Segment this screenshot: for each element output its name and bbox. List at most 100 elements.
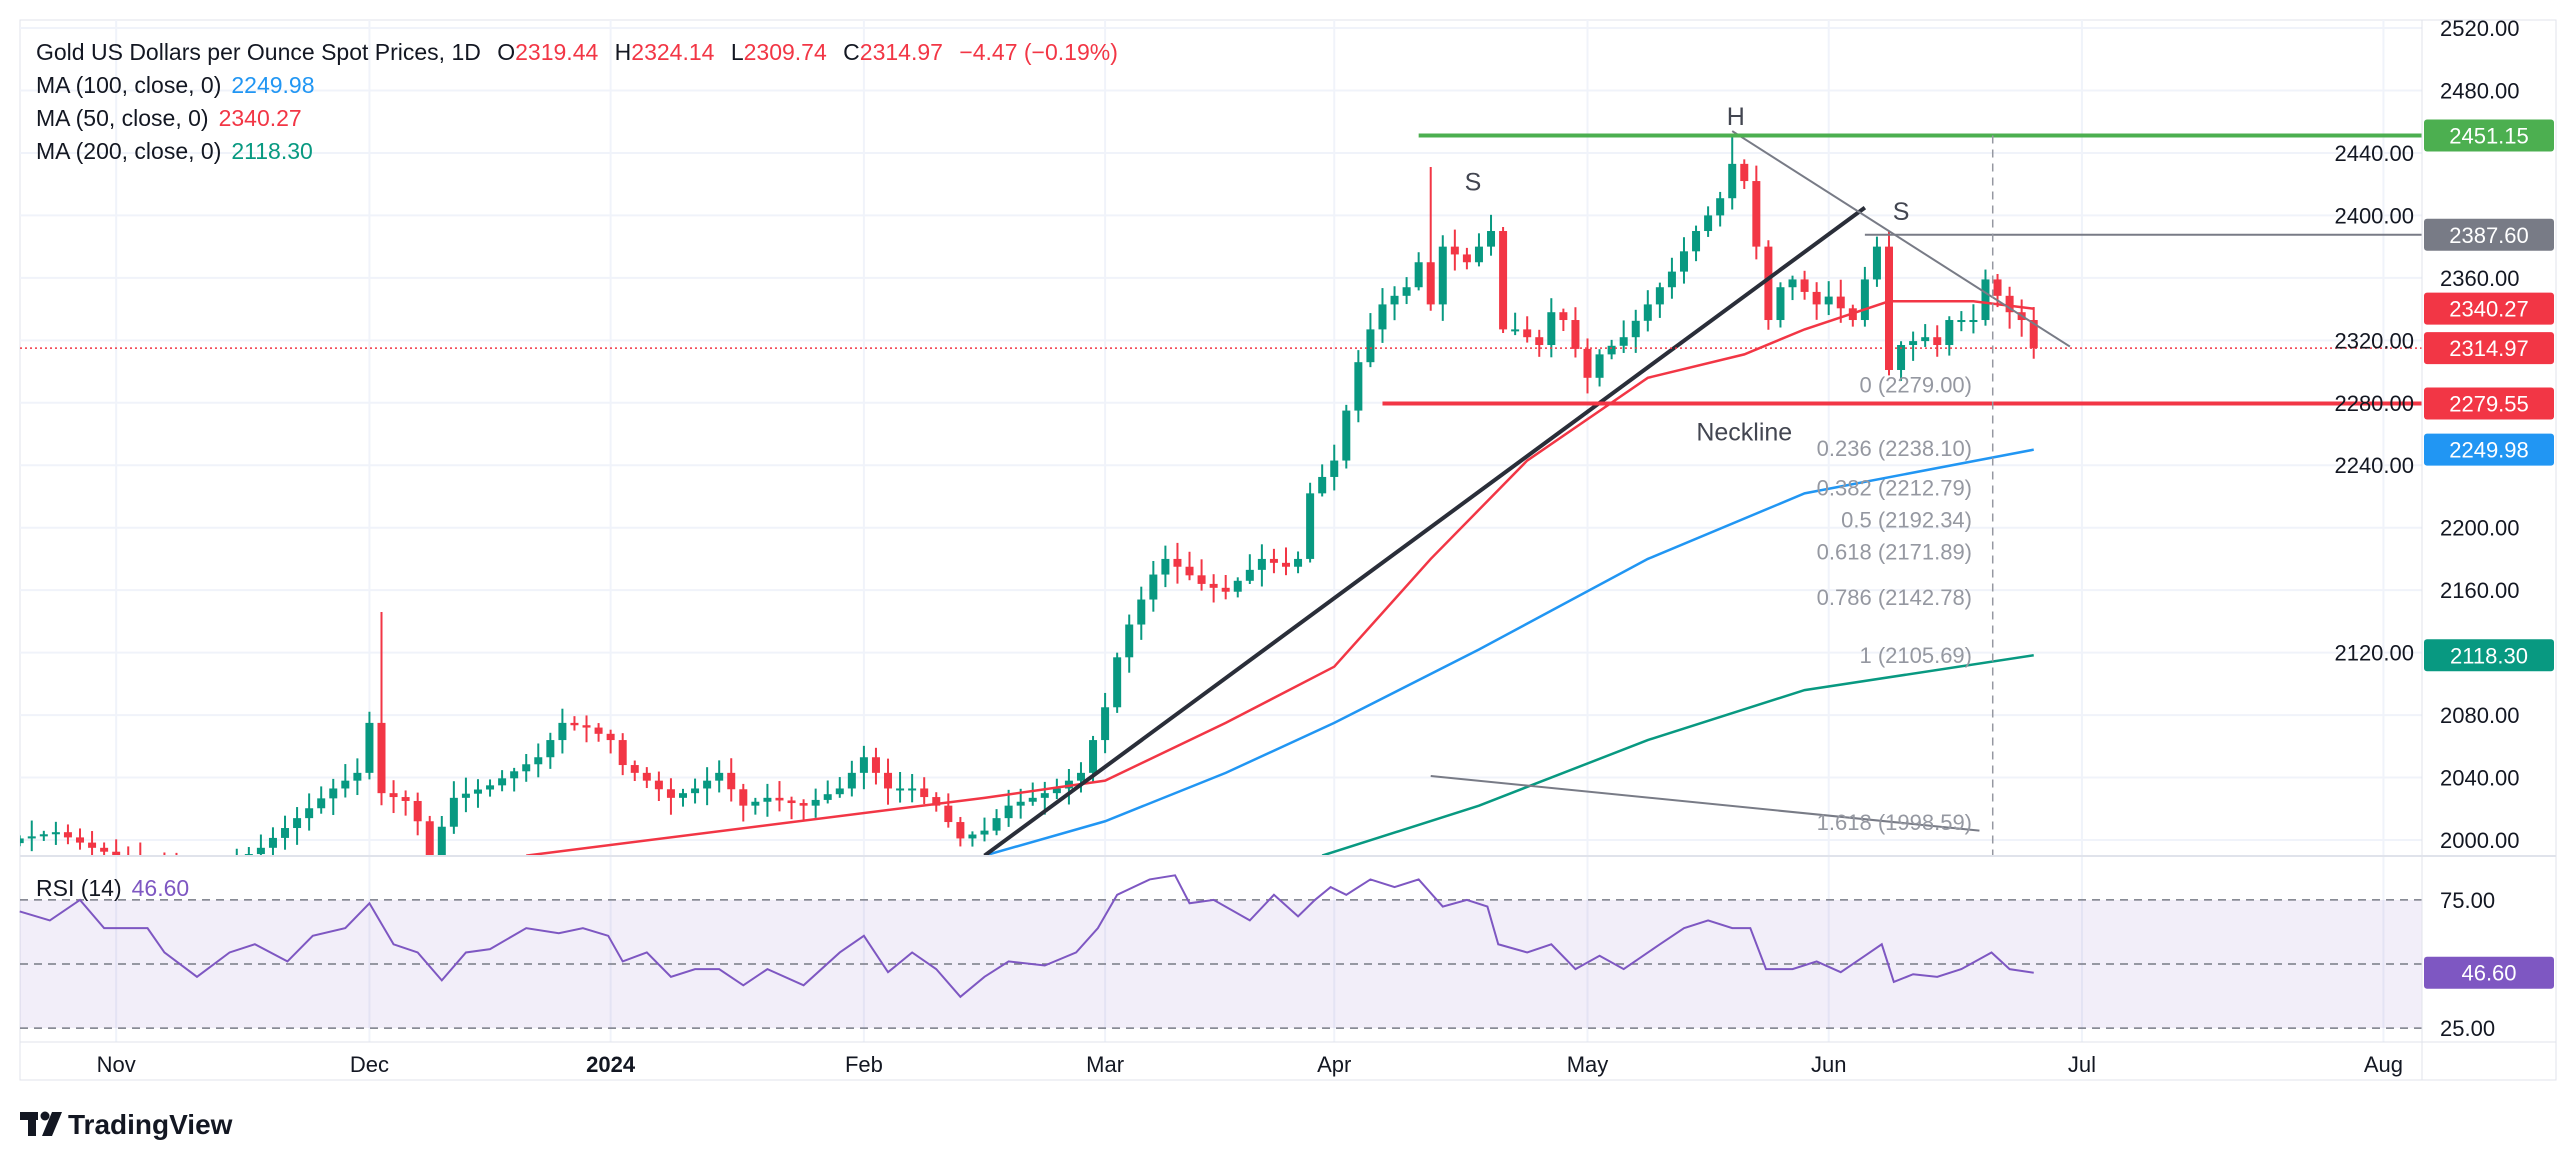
candle[interactable] — [136, 842, 144, 877]
candle[interactable] — [461, 777, 470, 813]
candle[interactable] — [1957, 311, 1966, 332]
candle[interactable] — [1233, 577, 1242, 598]
candle[interactable] — [1438, 235, 1447, 321]
candle[interactable] — [281, 815, 290, 850]
candle[interactable] — [1776, 282, 1785, 328]
candle[interactable] — [413, 792, 422, 836]
candle[interactable] — [100, 842, 109, 860]
candle[interactable] — [449, 781, 458, 834]
candle[interactable] — [1921, 324, 1930, 347]
candle[interactable] — [1257, 544, 1266, 587]
candle[interactable] — [1294, 551, 1303, 574]
candle[interactable] — [1402, 277, 1411, 305]
candle[interactable] — [534, 743, 543, 778]
candle[interactable] — [1885, 231, 1893, 376]
candle[interactable] — [63, 824, 72, 845]
candle[interactable] — [1595, 349, 1604, 387]
candle[interactable] — [293, 807, 302, 845]
candle[interactable] — [1583, 338, 1592, 394]
candle[interactable] — [980, 817, 989, 842]
candle[interactable] — [775, 781, 784, 812]
candle[interactable] — [1499, 227, 1508, 333]
candle[interactable] — [1607, 339, 1616, 360]
candle[interactable] — [1788, 275, 1797, 301]
candle[interactable] — [377, 612, 386, 806]
legend-ma100[interactable]: MA (100, close, 0) 2249.98 — [36, 72, 315, 98]
tradingview-logo[interactable]: TradingView — [20, 1109, 233, 1140]
candle[interactable] — [1728, 137, 1737, 210]
candle[interactable] — [522, 754, 531, 782]
candle[interactable] — [1704, 206, 1713, 237]
downtrend-line[interactable] — [1731, 130, 2071, 348]
candle[interactable] — [1173, 542, 1182, 584]
candle[interactable] — [268, 827, 277, 856]
candle[interactable] — [1125, 614, 1134, 673]
candle[interactable] — [510, 767, 519, 792]
candle[interactable] — [811, 788, 820, 818]
candle[interactable] — [920, 777, 929, 805]
legend-rsi[interactable]: RSI (14) 46.60 — [36, 875, 189, 901]
candle[interactable] — [1269, 548, 1278, 574]
candle[interactable] — [256, 834, 265, 865]
candle[interactable] — [1764, 240, 1773, 330]
candle[interactable] — [329, 778, 338, 815]
candle[interactable] — [618, 733, 627, 776]
candle[interactable] — [1137, 586, 1146, 640]
candle[interactable] — [1318, 464, 1327, 497]
candle[interactable] — [389, 780, 398, 814]
candle[interactable] — [594, 723, 603, 742]
candle[interactable] — [763, 783, 772, 817]
candle[interactable] — [1366, 313, 1375, 368]
candle[interactable] — [1740, 159, 1749, 189]
candle[interactable] — [715, 760, 724, 793]
candle[interactable] — [1354, 350, 1363, 423]
candle[interactable] — [835, 777, 844, 798]
candle[interactable] — [1197, 559, 1206, 591]
candle[interactable] — [1414, 252, 1423, 291]
candle[interactable] — [558, 708, 567, 754]
candle[interactable] — [1004, 789, 1013, 827]
candle[interactable] — [1909, 331, 1918, 361]
candle[interactable] — [1571, 307, 1580, 358]
candle[interactable] — [498, 770, 507, 792]
candle[interactable] — [425, 815, 434, 869]
candle[interactable] — [1716, 191, 1725, 227]
candle[interactable] — [666, 778, 675, 815]
candle[interactable] — [751, 797, 760, 815]
candle[interactable] — [473, 779, 482, 808]
candle[interactable] — [1052, 778, 1061, 800]
candle[interactable] — [1619, 320, 1628, 353]
candle[interactable] — [799, 799, 808, 822]
candle[interactable] — [1282, 547, 1290, 576]
candle[interactable] — [1426, 166, 1435, 311]
candle[interactable] — [1860, 266, 1869, 327]
candle[interactable] — [1378, 288, 1387, 343]
uptrend-line[interactable] — [983, 205, 1867, 856]
candle[interactable] — [968, 831, 977, 847]
candle[interactable] — [1474, 233, 1483, 267]
candle[interactable] — [88, 831, 97, 865]
candle[interactable] — [1655, 282, 1664, 318]
candle[interactable] — [233, 848, 241, 878]
candle[interactable] — [1149, 560, 1158, 612]
candle[interactable] — [1028, 782, 1037, 806]
legend-main[interactable]: Gold US Dollars per Ounce Spot Prices, 1… — [36, 39, 1118, 65]
candle[interactable] — [630, 760, 639, 782]
candle[interactable] — [1824, 281, 1833, 316]
candle[interactable] — [1450, 229, 1459, 271]
candle[interactable] — [1101, 692, 1110, 754]
candle[interactable] — [1113, 652, 1122, 713]
candle[interactable] — [401, 790, 410, 816]
candle[interactable] — [1631, 309, 1640, 353]
candle[interactable] — [1981, 269, 1990, 326]
candle[interactable] — [932, 792, 941, 812]
candle[interactable] — [51, 821, 60, 845]
candle[interactable] — [16, 835, 24, 847]
candle[interactable] — [1679, 237, 1688, 284]
candle[interactable] — [1390, 286, 1399, 321]
candle[interactable] — [739, 783, 748, 822]
candle[interactable] — [859, 745, 868, 790]
candle[interactable] — [1812, 282, 1821, 320]
candle[interactable] — [654, 771, 663, 801]
candle[interactable] — [570, 716, 579, 731]
